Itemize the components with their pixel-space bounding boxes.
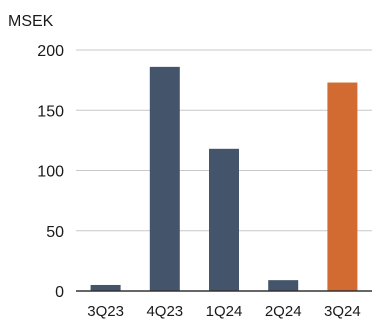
x-tick-label: 1Q24 (206, 303, 243, 320)
y-unit-label: MSEK (8, 13, 54, 30)
y-tick-label: 100 (37, 164, 64, 181)
bar-1q24 (209, 148, 239, 291)
x-tick-label: 3Q23 (87, 303, 124, 320)
y-tick-label: 50 (46, 224, 64, 241)
bar-2q24 (268, 280, 299, 291)
x-tick-label: 4Q23 (146, 303, 183, 320)
x-tick-label: 3Q24 (324, 303, 361, 320)
bar-4q23 (149, 66, 180, 292)
bar-3q24 (327, 82, 358, 291)
bar-3q23 (90, 284, 121, 291)
x-tick-label: 2Q24 (265, 303, 302, 320)
y-tick-label: 150 (37, 103, 64, 120)
y-tick-label: 200 (37, 43, 64, 60)
y-tick-label: 0 (55, 284, 64, 301)
